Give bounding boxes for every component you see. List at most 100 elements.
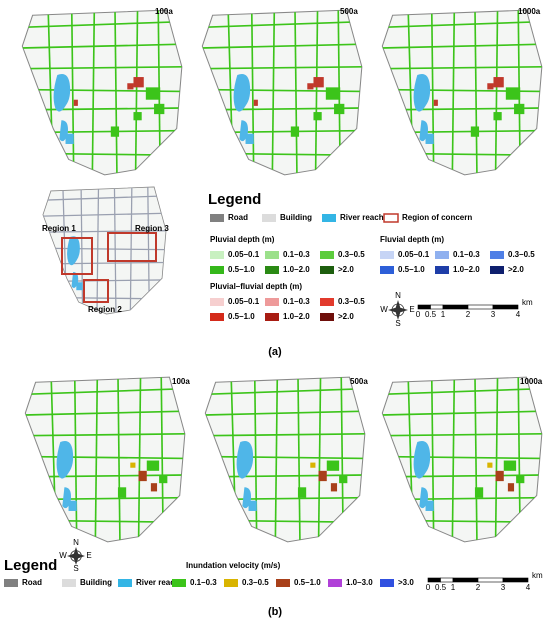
legend-label: 1.0–2.0 (283, 265, 310, 274)
legend-group-title: Pluvial depth (m) (210, 235, 275, 244)
legend-label: Road (228, 213, 248, 222)
legend-label: >3.0 (398, 578, 414, 587)
legend-swatch (383, 213, 399, 223)
map-label: 500a (350, 377, 368, 386)
legend-label: 1.0–3.0 (346, 578, 373, 587)
region-label: Region 1 (42, 224, 76, 233)
map-label: 1000a (520, 377, 543, 386)
legend-swatch (320, 266, 334, 274)
legend-swatch (490, 251, 504, 259)
legend-swatch (328, 579, 342, 587)
legend-group-title: Pluvial–fluvial depth (m) (210, 282, 302, 291)
legend-label: 0.1–0.3 (283, 297, 310, 306)
legend-swatch (118, 579, 132, 587)
map-label: 100a (155, 7, 173, 16)
legend-label: 0.5–1.0 (398, 265, 425, 274)
scale-segment (427, 577, 441, 583)
scale-label: 0.5 (425, 310, 437, 319)
map-label: 100a (172, 377, 190, 386)
legend-swatch (265, 313, 279, 321)
compass-letter: E (86, 551, 91, 560)
region-box (61, 237, 93, 275)
caption: (b) (268, 606, 282, 618)
legend-swatch (224, 579, 238, 587)
compass-letter: S (73, 564, 78, 573)
map (195, 372, 370, 547)
map-label: 1000a (518, 7, 541, 16)
legend-swatch (435, 266, 449, 274)
legend-label: 1.0–2.0 (453, 265, 480, 274)
scale-segment (502, 577, 529, 583)
legend-label: Building (280, 213, 312, 222)
legend-swatch (262, 214, 276, 222)
legend-swatch (320, 251, 334, 259)
legend-swatch (62, 579, 76, 587)
legend-swatch (380, 579, 394, 587)
legend-label: 0.3–0.5 (508, 250, 535, 259)
legend-title: Legend (208, 191, 261, 208)
scale-label: 2 (476, 583, 481, 592)
compass-letter: W (59, 551, 67, 560)
legend-title: Legend (4, 557, 57, 574)
map (372, 5, 547, 180)
compass-rose (67, 547, 85, 565)
region-box (107, 232, 157, 262)
scale-label: 0.5 (435, 583, 447, 592)
map (12, 5, 187, 180)
scale-segment (442, 304, 469, 310)
scale-segment (477, 577, 504, 583)
scale-unit: km (522, 298, 533, 307)
scale-label: 3 (501, 583, 506, 592)
scale-segment (417, 304, 431, 310)
legend-label: 0.5–1.0 (228, 265, 255, 274)
compass-letter: N (73, 538, 79, 547)
legend-swatch (276, 579, 290, 587)
caption: (a) (268, 346, 282, 358)
legend-swatch (210, 214, 224, 222)
scale-label: 1 (451, 583, 456, 592)
legend-label: 0.1–0.3 (453, 250, 480, 259)
region-map (35, 183, 170, 318)
legend-swatch (320, 313, 334, 321)
map (192, 5, 367, 180)
legend-label: >2.0 (338, 312, 354, 321)
compass-letter: E (409, 305, 414, 314)
scale-label: 1 (441, 310, 446, 319)
scale-label: 4 (526, 583, 531, 592)
legend-label: River reach (136, 578, 180, 587)
compass-rose (388, 300, 408, 320)
legend-label: Region of concern (402, 213, 472, 222)
map (15, 372, 190, 547)
compass-ring (391, 303, 405, 317)
legend-swatch (210, 313, 224, 321)
compass-ring (70, 550, 82, 562)
compass-letter: N (395, 291, 401, 300)
legend-label: 0.5–1.0 (228, 312, 255, 321)
legend-swatch (320, 298, 334, 306)
legend-label: >2.0 (508, 265, 524, 274)
legend-swatch (265, 298, 279, 306)
legend-label: Road (22, 578, 42, 587)
legend-label: 1.0–2.0 (283, 312, 310, 321)
legend-swatch (4, 579, 18, 587)
map (372, 372, 547, 547)
legend-swatch (435, 251, 449, 259)
legend-label: Building (80, 578, 112, 587)
scale-label: 3 (491, 310, 496, 319)
legend-swatch (322, 214, 336, 222)
legend-label: 0.05–0.1 (398, 250, 430, 259)
legend-group-title: Inundation velocity (m/s) (186, 561, 281, 570)
scale-unit: km (532, 571, 543, 580)
compass-letter: S (395, 319, 400, 328)
legend-label: 0.1–0.3 (190, 578, 217, 587)
scale-segment (492, 304, 519, 310)
scale-label: 0 (426, 583, 431, 592)
region-box (83, 279, 109, 303)
legend-swatch (380, 266, 394, 274)
legend-label: 0.3–0.5 (338, 297, 365, 306)
legend-swatch (210, 298, 224, 306)
scale-label: 2 (466, 310, 471, 319)
legend-swatch (210, 266, 224, 274)
legend-swatch (490, 266, 504, 274)
legend-swatch (380, 251, 394, 259)
